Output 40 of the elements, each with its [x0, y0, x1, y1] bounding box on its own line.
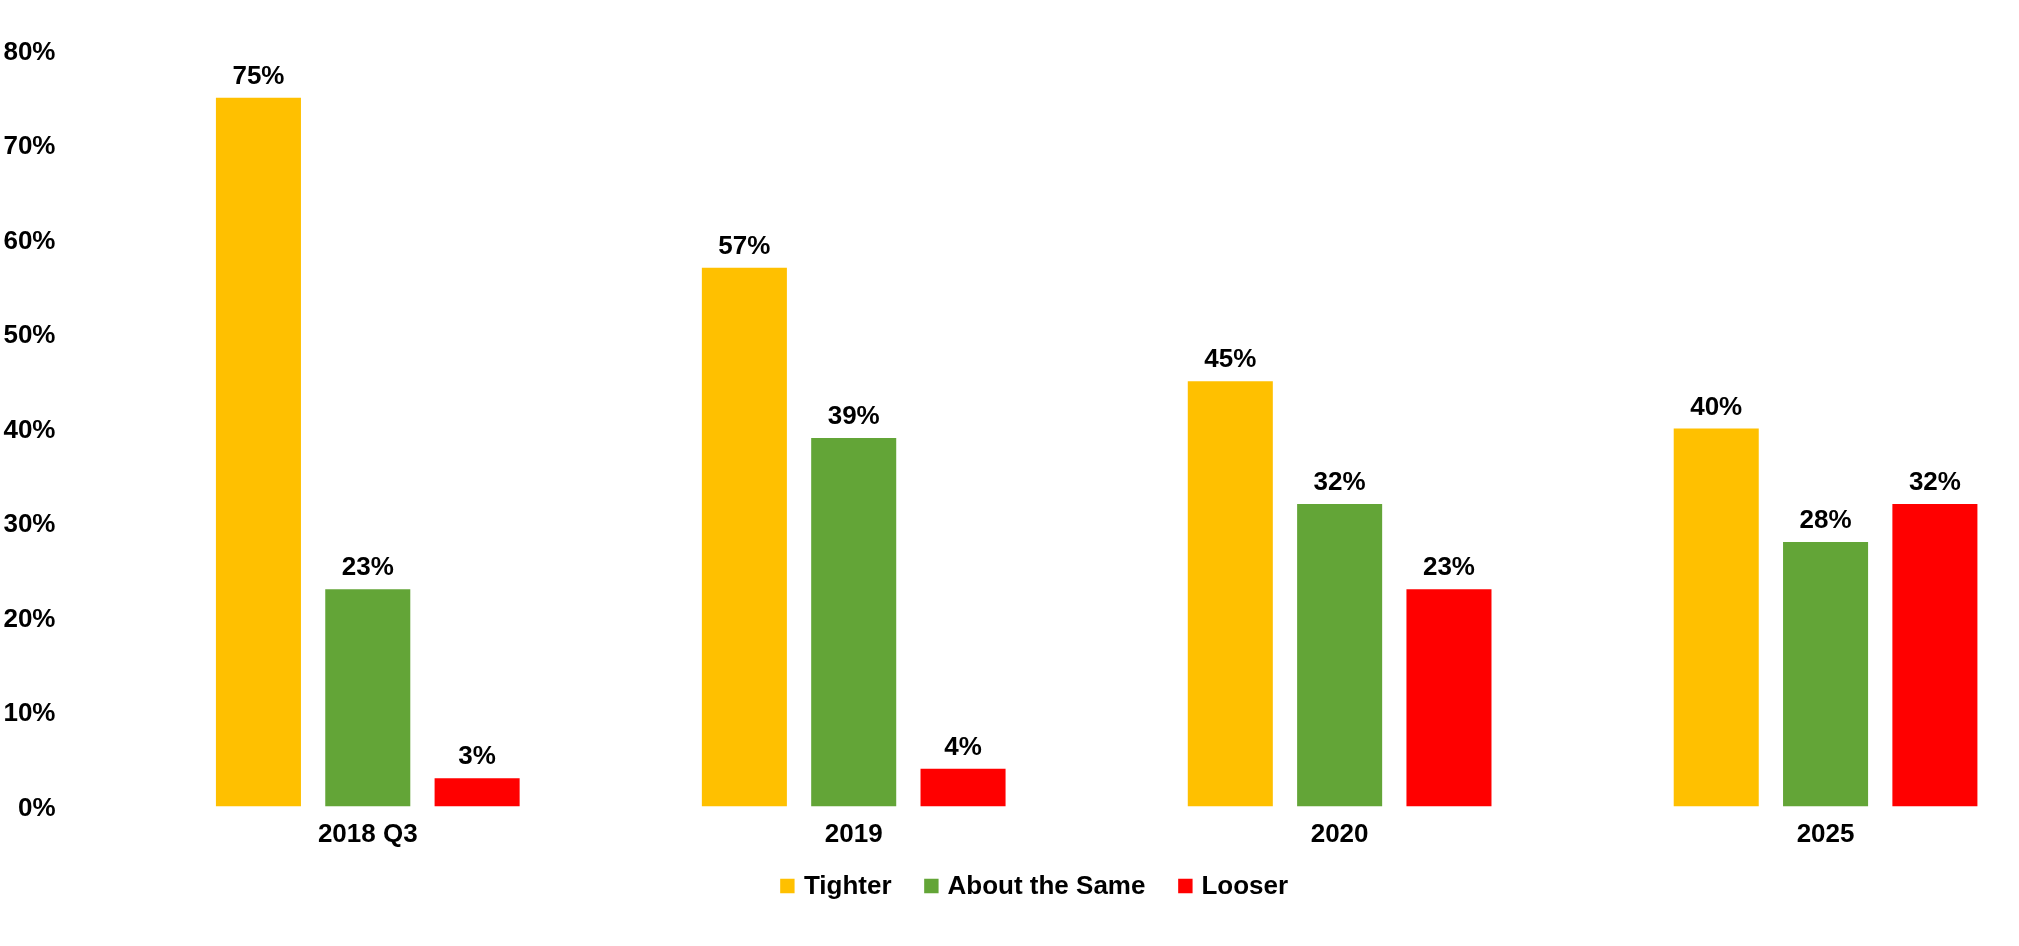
data-label: 4% [944, 730, 982, 761]
y-tick-label: 20% [3, 602, 56, 633]
bar [1187, 381, 1273, 807]
legend-label: Tighter [803, 869, 892, 901]
y-tick-label: 70% [3, 130, 56, 160]
data-label: 28% [1799, 503, 1852, 534]
legend-label: Looser [1201, 869, 1289, 901]
bar [701, 267, 787, 807]
y-tick-label: 30% [3, 508, 56, 538]
bar [811, 437, 897, 807]
y-tick-label: 0% [17, 791, 56, 822]
bar [1783, 541, 1869, 807]
y-tick-label: 60% [3, 224, 56, 255]
bar [215, 97, 301, 807]
legend-label: About the Same [947, 869, 1146, 901]
x-tick-label: 2018 Q3 [317, 817, 418, 848]
y-tick-label: 50% [3, 319, 56, 349]
y-tick-label: 40% [3, 413, 56, 444]
x-tick-label: 2020 [1310, 817, 1369, 848]
x-tick-label: 2019 [824, 817, 883, 848]
data-label: 75% [232, 59, 285, 90]
y-tick-label: 10% [3, 697, 56, 727]
data-label: 23% [341, 551, 394, 582]
y-tick-label: 80% [3, 35, 56, 66]
bar [434, 778, 520, 807]
bar [1406, 589, 1492, 807]
bar [1297, 504, 1383, 807]
bar [1892, 504, 1978, 807]
data-label: 39% [827, 399, 880, 430]
data-label: 45% [1204, 343, 1257, 374]
x-tick-label: 2025 [1796, 817, 1855, 848]
data-label: 23% [1422, 551, 1475, 582]
data-label: 40% [1690, 390, 1743, 421]
data-label: 3% [458, 740, 496, 771]
data-label: 32% [1313, 466, 1366, 497]
data-label: 57% [718, 229, 771, 260]
bar [1673, 428, 1759, 807]
bar [920, 768, 1006, 807]
data-label: 32% [1908, 466, 1961, 497]
bar [325, 589, 411, 807]
